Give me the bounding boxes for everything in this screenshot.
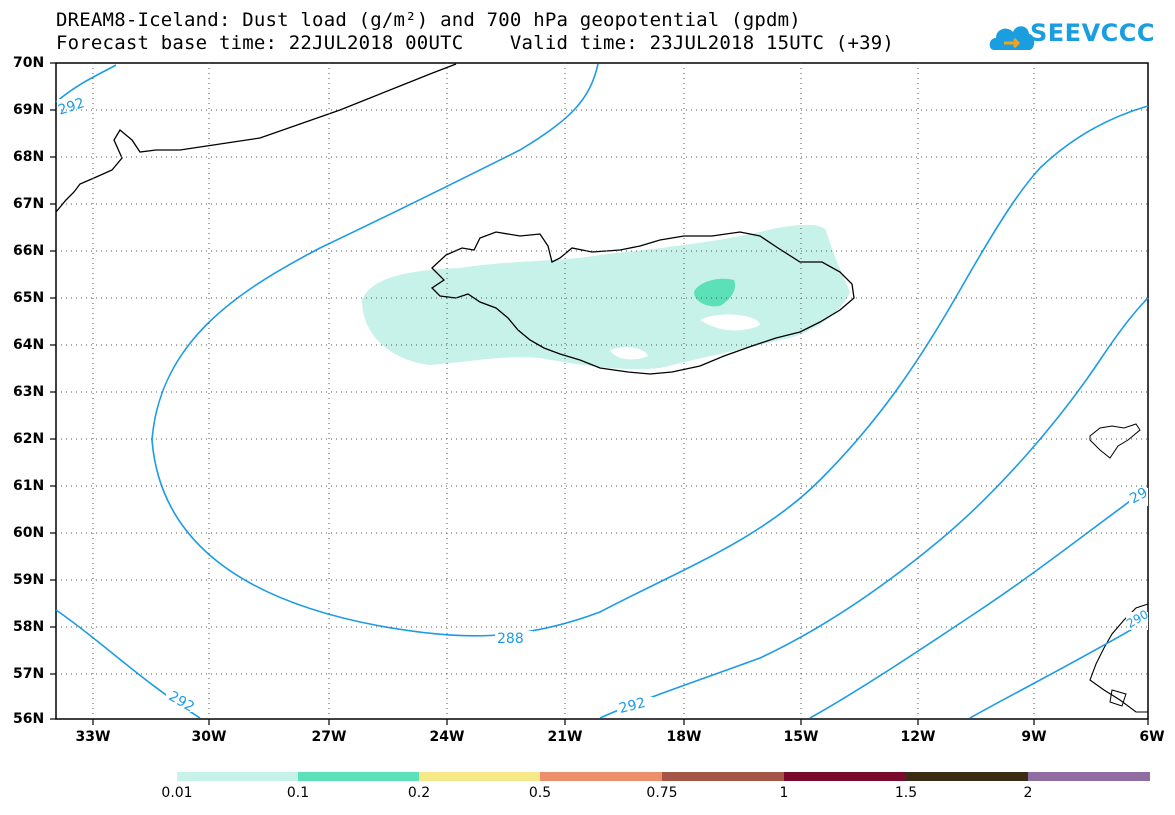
lat-label: 60N <box>13 525 45 541</box>
lat-label: 62N <box>13 431 45 447</box>
colorbar <box>177 772 1150 781</box>
lat-label: 66N <box>13 243 45 259</box>
contour-300 <box>969 619 1149 719</box>
contour-292-lower <box>599 297 1149 719</box>
dust-area-mid <box>694 278 736 307</box>
colorbar-swatch <box>662 772 784 781</box>
lon-label: 18W <box>666 729 702 745</box>
colorbar-swatch <box>419 772 540 781</box>
lat-label: 61N <box>13 478 45 494</box>
lat-label: 68N <box>13 149 45 165</box>
lon-label: 21W <box>547 729 583 745</box>
lat-label: 69N <box>13 102 45 118</box>
colorbar-label: 0.75 <box>646 785 678 801</box>
contour-label: 288 <box>497 631 524 647</box>
title-line-2: Forecast base time: 22JUL2018 00UTC Vali… <box>56 32 895 54</box>
lat-label: 56N <box>13 711 45 727</box>
lon-label: 15W <box>783 729 819 745</box>
colorbar-label: 1.5 <box>894 785 918 801</box>
colorbar-label: 0.5 <box>528 785 552 801</box>
lat-label: 58N <box>13 619 45 635</box>
lat-label: 67N <box>13 196 45 212</box>
colorbar-swatch <box>1028 772 1150 781</box>
lon-label: 9W <box>1021 729 1047 745</box>
colorbar-swatch <box>540 772 662 781</box>
greenland-coastline <box>55 63 457 213</box>
lon-label: 24W <box>429 729 465 745</box>
contour-288 <box>151 63 1149 637</box>
colorbar-label: 0.2 <box>407 785 431 801</box>
iceland-coastline <box>430 231 855 375</box>
cloud-icon <box>989 26 1035 50</box>
colorbar-label: 2 <box>1023 785 1033 801</box>
faroe-coastline <box>1089 423 1141 459</box>
dust-area-low <box>362 224 850 370</box>
lat-label: 64N <box>13 337 45 353</box>
contour-292-topleft <box>55 64 117 103</box>
colorbar-swatch <box>906 772 1028 781</box>
colorbar-label: 0.01 <box>161 785 193 801</box>
lat-label: 59N <box>13 572 45 588</box>
title-line-1: DREAM8-Iceland: Dust load (g/m²) and 700… <box>56 9 801 31</box>
lat-label: 70N <box>13 55 45 71</box>
lon-label: 6W <box>1139 729 1165 745</box>
colorbar-swatch <box>177 772 298 781</box>
colorbar-swatch <box>298 772 419 781</box>
colorbar-label: 1 <box>779 785 789 801</box>
lat-label: 57N <box>13 666 45 682</box>
lat-label: 65N <box>13 290 45 306</box>
logo-text: SEEVCCC <box>1030 19 1155 47</box>
colorbar-label: 0.1 <box>286 785 310 801</box>
lon-label: 30W <box>191 729 227 745</box>
colorbar-swatch <box>784 772 906 781</box>
lat-label: 63N <box>13 384 45 400</box>
contour-296 <box>809 487 1149 719</box>
lon-label: 12W <box>900 729 936 745</box>
lon-label: 27W <box>311 729 347 745</box>
lon-label: 33W <box>75 729 111 745</box>
